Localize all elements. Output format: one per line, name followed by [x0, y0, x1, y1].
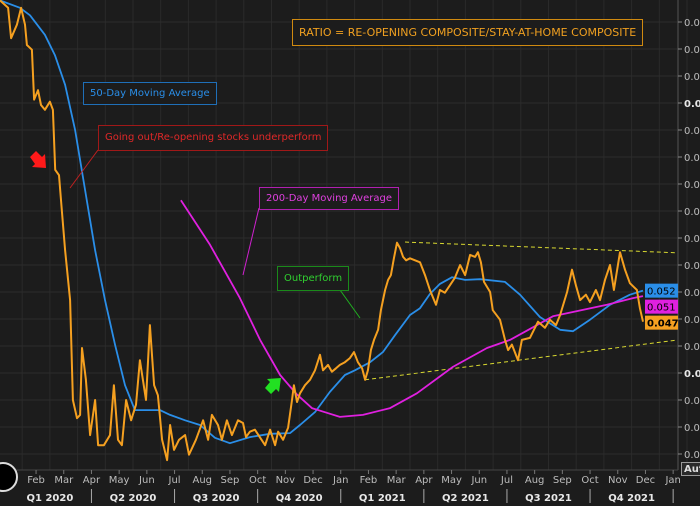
underperform-annotation: Going out/Re-opening stocks underperform: [98, 125, 329, 151]
y-tick-label: 0.052: [684, 288, 700, 299]
50-day-moving-average-line: [0, 0, 644, 445]
month-label: Jun: [470, 475, 487, 486]
outperform-annotation: Outperform: [277, 266, 350, 291]
red-arrow-icon: [30, 151, 46, 168]
underperform-connector: [69, 149, 99, 189]
y-tick-label: 0.092: [684, 18, 700, 29]
auto-scale-button[interactable]: Aut: [681, 462, 700, 476]
quarter-label: Q3 2020: [193, 493, 240, 504]
y-tick-label: 0.088: [684, 45, 700, 56]
quarter-label: Q1 2020: [27, 493, 74, 504]
quarter-label: Q4 2021: [608, 493, 655, 504]
month-label: Nov: [276, 475, 296, 486]
ma50-annotation: 50-Day Moving Average: [83, 82, 217, 105]
month-label: Jul: [500, 475, 513, 486]
grid: [0, 0, 688, 470]
month-label: Nov: [608, 475, 628, 486]
month-label: Jan: [332, 475, 348, 486]
quarter-label: Q2 2021: [442, 493, 489, 504]
y-tick-label: 0.040: [684, 369, 700, 380]
lower-trendline: [365, 339, 679, 381]
current-value-label: 0.047: [647, 319, 679, 330]
y-tick-label: 0.072: [684, 153, 700, 164]
green-arrow-icon: [265, 378, 281, 394]
month-label: Oct: [249, 475, 266, 486]
outperform-connector: [339, 289, 361, 319]
current-value-label: 0.052: [647, 287, 676, 298]
y-tick-label: 0.028: [684, 450, 700, 461]
y-tick-label: 0.080: [684, 99, 700, 110]
quarter-label: Q2 2020: [110, 493, 157, 504]
y-tick-label: 0.056: [684, 261, 700, 272]
y-tick-label: 0.084: [684, 72, 700, 83]
month-label: Jul: [168, 475, 181, 486]
month-label: Feb: [27, 475, 45, 486]
title-annotation: RATIO = RE-OPENING COMPOSITE/STAY-AT-HOM…: [292, 19, 644, 46]
ma200-connector: [242, 207, 260, 276]
month-label: Mar: [387, 475, 407, 486]
month-label: Aug: [192, 475, 212, 486]
y-tick-label: 0.048: [684, 315, 700, 326]
y-tick-label: 0.064: [684, 207, 700, 218]
y-tick-label: 0.044: [684, 342, 700, 353]
y-tick-label: 0.032: [684, 423, 700, 434]
quarter-label: Q1 2021: [359, 493, 406, 504]
current-value-badge: [645, 315, 678, 330]
trendlines: [365, 241, 679, 381]
y-axis: 0.096 0.092 0.088 0.084 0.080 0.076 0.072 0.068…: [678, 0, 700, 461]
month-label: Dec: [303, 475, 322, 486]
month-label: May: [441, 475, 462, 486]
y-tick-label: 0.076: [684, 126, 700, 137]
series-lines: [0, 0, 644, 462]
month-label: Mar: [54, 475, 74, 486]
month-label: Feb: [360, 475, 378, 486]
month-label: Sep: [221, 475, 240, 486]
x-axis: Jan Feb Mar Apr May Jun Jul Aug Sep Oct Nov Dec Jan F…: [0, 469, 681, 504]
y-tick-label: 0.096: [684, 0, 700, 2]
ratio-line: [0, 0, 644, 462]
month-label: Jan: [664, 475, 680, 486]
quarter-label: Q3 2021: [525, 493, 572, 504]
current-value-badge: [645, 283, 678, 298]
ma200-annotation: 200-Day Moving Average: [259, 187, 399, 210]
y-tick-label: 0.060: [684, 234, 700, 245]
y-tick-label: 0.068: [684, 180, 700, 191]
month-label: Apr: [415, 475, 433, 486]
month-label: Apr: [83, 475, 101, 486]
month-label: Aug: [525, 475, 545, 486]
200-day-moving-average-line: [180, 199, 644, 418]
month-label: May: [109, 475, 130, 486]
month-label: Oct: [581, 475, 598, 486]
upper-trendline: [404, 241, 679, 254]
month-label: Dec: [636, 475, 655, 486]
annotation-connectors: [69, 149, 361, 319]
quarter-label: Q4 2020: [276, 493, 323, 504]
month-label: Sep: [553, 475, 572, 486]
current-value-label: 0.051: [647, 303, 676, 314]
current-value-badge: [645, 299, 678, 314]
current-value-labels: 0.052 0.051 0.047: [645, 283, 679, 330]
y-tick-label: 0.036: [684, 396, 700, 407]
month-label: Jun: [138, 475, 155, 486]
